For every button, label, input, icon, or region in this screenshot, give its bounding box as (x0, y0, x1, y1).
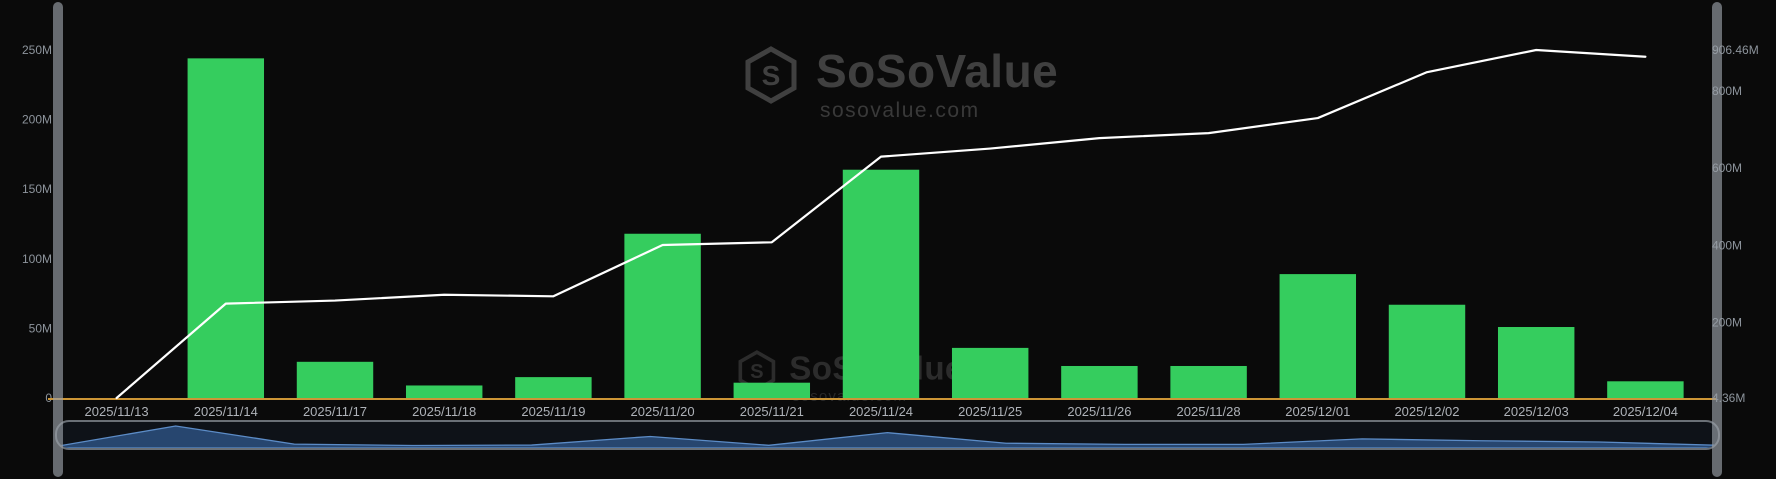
data-zoom-navigator[interactable] (55, 420, 1720, 450)
daily-flow-bar[interactable] (515, 377, 592, 398)
x-axis-date-label: 2025/11/25 (958, 404, 1022, 419)
daily-flow-bar[interactable] (624, 233, 701, 398)
cumulative-line (115, 48, 1647, 400)
daily-flow-bar[interactable] (296, 361, 374, 398)
daily-flow-bar[interactable] (951, 347, 1029, 398)
x-axis-date-label: 2025/11/20 (631, 404, 695, 419)
navigator-mini-chart (57, 425, 1718, 448)
x-axis-date-label: 2025/11/18 (412, 404, 476, 419)
x-axis-date-label: 2025/11/26 (1067, 404, 1131, 419)
x-axis-date-label: 2025/11/21 (740, 404, 804, 419)
x-axis-date-label: 2025/11/28 (1177, 404, 1241, 419)
left-axis-tick-label: 150M (22, 182, 52, 196)
daily-flow-bar[interactable] (1388, 304, 1466, 398)
x-axis-date-label: 2025/11/14 (194, 404, 258, 419)
left-axis-tick-label: 200M (22, 113, 52, 127)
x-axis-date-label: 2025/11/24 (849, 404, 913, 419)
daily-flow-bar[interactable] (1170, 365, 1247, 398)
x-axis-date-label: 2025/12/03 (1504, 404, 1569, 419)
navigator-handle-right[interactable] (1712, 2, 1722, 477)
daily-flow-bar[interactable] (733, 382, 811, 398)
x-axis-date-label: 2025/11/19 (521, 404, 585, 419)
left-axis-tick-label: 50M (29, 321, 52, 335)
daily-flow-bar[interactable] (1607, 381, 1684, 398)
x-axis-date-label: 2025/11/13 (85, 404, 149, 419)
daily-flow-bar[interactable] (1279, 274, 1357, 398)
left-axis-tick-label: 250M (22, 43, 52, 57)
left-axis-tick-label: 100M (22, 252, 52, 266)
daily-flow-bar[interactable] (842, 169, 920, 398)
daily-flow-bar[interactable] (405, 385, 483, 398)
x-axis-date-label: 2025/12/01 (1285, 404, 1350, 419)
x-axis-date-label: 2025/11/17 (303, 404, 367, 419)
daily-flow-bar[interactable] (1497, 327, 1575, 398)
right-axis-tick-label: 906.46M (1712, 43, 1759, 57)
x-axis-date-label: 2025/12/04 (1613, 404, 1678, 419)
daily-flow-bar[interactable] (1061, 365, 1138, 398)
navigator-area (57, 425, 1718, 448)
x-axis-date-label: 2025/12/02 (1394, 404, 1459, 419)
daily-flow-bar[interactable] (187, 58, 265, 399)
navigator-handle-left[interactable] (53, 2, 63, 477)
